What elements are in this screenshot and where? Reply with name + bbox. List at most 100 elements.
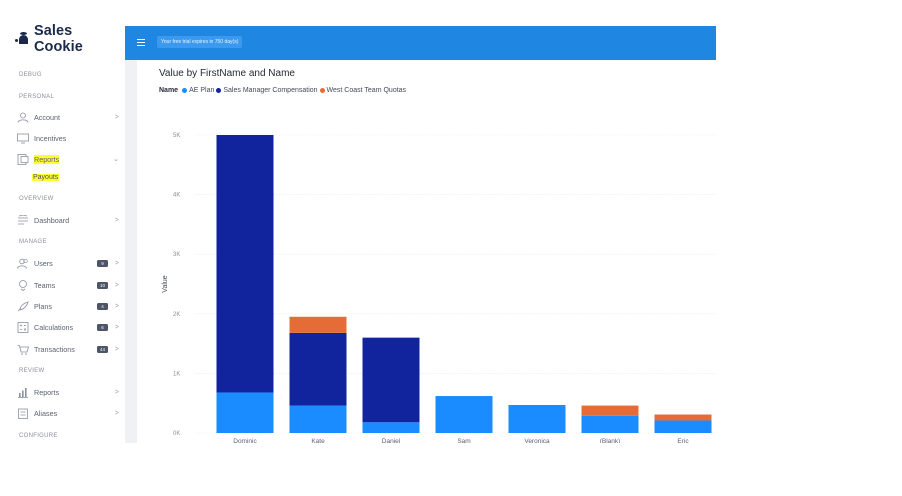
- section-debug: DEBUG: [19, 72, 42, 78]
- sidebar-item-incentives[interactable]: Incentives: [17, 131, 123, 145]
- bar-segment-blank-s0[interactable]: [581, 415, 639, 433]
- y-axis-label: Value: [162, 275, 169, 292]
- bar-segment-eric-s2[interactable]: [654, 414, 712, 421]
- sidebar-item-label: Transactions: [34, 344, 75, 354]
- bar-segment-sam-s0[interactable]: [435, 396, 493, 433]
- dashboard-icon: [17, 214, 29, 226]
- y-tick-label: 5K: [173, 133, 180, 139]
- bar-segment-kate-s1[interactable]: [289, 332, 347, 406]
- chevron-right-icon: >: [114, 113, 119, 121]
- cookie-logo-icon: [14, 32, 30, 46]
- logo-text: Sales Cookie: [33, 23, 83, 55]
- sidebar-divider: [125, 30, 137, 443]
- cart-icon: [17, 344, 29, 355]
- legend-item-ae-plan[interactable]: AE Plan: [182, 87, 214, 94]
- bar-segment-kate-s0[interactable]: [289, 405, 347, 433]
- sidebar-item-label: Users: [34, 258, 53, 268]
- stacked-bar-chart: 0K 1K 2K 3K 4K 5K Value Dominic Kate Daniel Sam Ver…: [162, 133, 716, 443]
- sidebar-item-teams[interactable]: Teams 10 >: [17, 278, 123, 292]
- bar-segment-daniel-s1[interactable]: [362, 337, 420, 423]
- chevron-right-icon: >: [114, 259, 119, 267]
- hamburger-menu-icon[interactable]: [137, 39, 145, 47]
- sidebar-item-plans[interactable]: Plans 4 >: [17, 299, 123, 313]
- chevron-right-icon: >: [114, 388, 119, 396]
- sidebar-item-reports-personal[interactable]: Reports ⌄: [17, 152, 123, 166]
- count-badge: 4: [97, 302, 108, 310]
- sidebar-item-dashboard[interactable]: Dashboard >: [17, 213, 123, 227]
- sidebar-item-label: Aliases: [34, 408, 58, 418]
- sidebar-subitem-payouts[interactable]: Payouts: [32, 174, 60, 181]
- user-icon: [17, 112, 29, 123]
- legend-dot-icon: [319, 88, 325, 93]
- bar-chart-icon: [17, 387, 29, 398]
- sidebar: Sales Cookie DEBUG PERSONAL Account > In…: [0, 0, 125, 443]
- count-badge: 10: [97, 281, 108, 289]
- count-badge: 6: [97, 323, 108, 331]
- top-bar: Your free trial expires in 750 day(s): [125, 26, 716, 60]
- chevron-right-icon: >: [114, 216, 119, 224]
- y-tick-label: 4K: [173, 193, 180, 199]
- x-tick-label: Sam: [457, 438, 470, 443]
- x-tick-label: Daniel: [382, 438, 401, 443]
- y-tick-label: 3K: [173, 252, 180, 258]
- section-overview: OVERVIEW: [19, 196, 54, 202]
- bar-segment-veronica-s0[interactable]: [508, 404, 566, 433]
- x-tick-label: Eric: [677, 438, 689, 443]
- monitor-icon: [17, 133, 29, 144]
- sidebar-item-calculations[interactable]: Calculations 6 >: [17, 320, 123, 334]
- sidebar-item-label: Incentives: [34, 133, 67, 143]
- sidebar-item-label: Plans: [34, 301, 52, 311]
- document-icon: [17, 153, 29, 165]
- legend-item-sales-manager-compensation[interactable]: Sales Manager Compensation: [216, 87, 318, 94]
- legend-label: Sales Manager Compensation: [223, 87, 318, 94]
- x-tick-label: Veronica: [524, 438, 550, 443]
- legend-label: AE Plan: [189, 87, 215, 94]
- sidebar-item-label: Reports: [34, 387, 60, 397]
- trial-banner[interactable]: Your free trial expires in 750 day(s): [157, 36, 243, 48]
- legend-dot-icon: [216, 88, 222, 93]
- bar-segment-kate-s2[interactable]: [289, 316, 347, 333]
- y-tick-label: 0K: [173, 431, 180, 437]
- team-icon: [17, 279, 29, 291]
- logo[interactable]: Sales Cookie: [14, 23, 125, 55]
- sidebar-item-aliases[interactable]: Aliases >: [17, 406, 123, 420]
- chevron-right-icon: >: [114, 409, 119, 417]
- y-tick-label: 1K: [173, 371, 180, 377]
- report-chart-panel: 0K 1K 2K 3K 4K 5K Value Dominic Kate Daniel Sam Ver…: [137, 60, 716, 443]
- legend-label: West Coast Team Quotas: [326, 87, 407, 94]
- chevron-right-icon: >: [114, 345, 119, 353]
- x-tick-label: (Blank): [600, 438, 621, 443]
- x-tick-label: Dominic: [233, 438, 257, 443]
- chart-legend: Name AE Plan Sales Manager Compensation …: [159, 87, 408, 94]
- sidebar-item-users[interactable]: Users 9 >: [17, 256, 123, 270]
- users-icon: [17, 258, 29, 269]
- calculator-icon: [17, 321, 29, 333]
- count-badge: 44: [97, 345, 108, 353]
- sidebar-item-label: Reports: [34, 154, 60, 164]
- sidebar-item-transactions[interactable]: Transactions 44 >: [17, 342, 123, 356]
- sidebar-item-account[interactable]: Account >: [17, 110, 123, 124]
- sidebar-item-label: Account: [34, 112, 60, 122]
- alias-icon: [17, 408, 29, 419]
- legend-title: Name: [159, 87, 179, 94]
- bar-segment-blank-s2[interactable]: [581, 405, 639, 416]
- bar-segment-eric-s0[interactable]: [654, 420, 712, 433]
- sidebar-item-label: Dashboard: [34, 215, 70, 225]
- section-review: REVIEW: [19, 368, 45, 374]
- count-badge: 9: [97, 259, 108, 267]
- chevron-down-icon: ⌄: [113, 156, 119, 163]
- sidebar-item-label: Teams: [34, 280, 56, 290]
- plans-icon: [17, 300, 29, 312]
- sidebar-item-reports-review[interactable]: Reports >: [17, 385, 123, 399]
- section-configure: CONFIGURE: [19, 433, 58, 439]
- section-manage: MANAGE: [19, 239, 47, 245]
- chevron-right-icon: >: [114, 281, 119, 289]
- x-tick-label: Kate: [311, 438, 325, 443]
- bar-segment-dominic-s0[interactable]: [216, 392, 274, 433]
- sidebar-item-label: Calculations: [34, 322, 74, 332]
- legend-item-west-coast-team-quotas[interactable]: West Coast Team Quotas: [319, 87, 407, 94]
- bar-segment-daniel-s0[interactable]: [362, 422, 420, 433]
- bar-segment-dominic-s1[interactable]: [216, 135, 274, 393]
- y-tick-label: 2K: [173, 312, 180, 318]
